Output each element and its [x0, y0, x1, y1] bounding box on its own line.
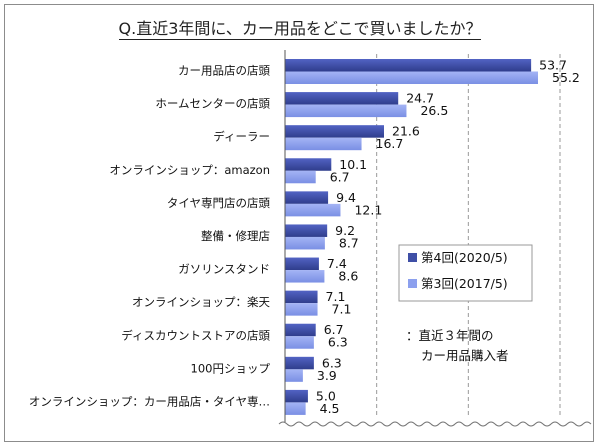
- value-label: 7.1: [326, 289, 346, 304]
- axes: [278, 50, 592, 427]
- legend-swatch: [408, 279, 417, 288]
- bar: [285, 356, 314, 370]
- legend-label: 第3回(2017/5): [421, 276, 508, 291]
- category-label: 整備・修理店: [201, 229, 270, 243]
- bar: [285, 170, 316, 184]
- value-labels: 53.755.224.726.521.616.710.16.79.412.19.…: [316, 58, 580, 416]
- bar: [285, 224, 328, 237]
- value-label: 3.9: [317, 368, 337, 383]
- value-label: 26.5: [420, 103, 448, 118]
- value-label: 9.4: [336, 190, 356, 205]
- value-label: 24.7: [406, 91, 434, 106]
- bar: [285, 104, 407, 118]
- note-line: カー用品購入者: [421, 348, 509, 363]
- value-label: 8.6: [338, 269, 358, 284]
- bar: [285, 71, 538, 84]
- bar: [285, 137, 362, 151]
- category-label: オンラインショップ：カー用品店・タイヤ専…: [29, 394, 270, 408]
- value-label: 5.0: [316, 388, 336, 403]
- bar: [285, 257, 319, 271]
- bar: [285, 92, 399, 105]
- gridlines: [376, 54, 561, 418]
- category-label: タイヤ専門店の店頭: [167, 196, 271, 210]
- bar: [285, 369, 303, 382]
- bar: [285, 389, 308, 403]
- bar: [285, 290, 318, 304]
- category-label: ディスカウントストアの店頭: [121, 328, 270, 342]
- bar: [285, 59, 532, 72]
- chart-title: Q.直近3年間に、カー用品をどこで買いましたか？: [5, 15, 595, 40]
- category-label: ディーラー: [213, 130, 270, 144]
- bar: [285, 402, 306, 415]
- value-label: 10.1: [339, 157, 367, 172]
- legend-label: 第4回(2020/5): [421, 250, 508, 265]
- value-label: 21.6: [392, 124, 420, 139]
- value-label: 4.5: [320, 401, 340, 416]
- bar: [285, 158, 332, 171]
- value-label: 9.2: [335, 223, 355, 238]
- bars: [285, 59, 538, 415]
- category-label: オンラインショップ：楽天: [132, 295, 270, 309]
- bar: [285, 125, 384, 138]
- axis-break: [278, 421, 592, 427]
- value-label: 7.4: [327, 256, 347, 271]
- bar: [285, 191, 329, 204]
- legend-box: [398, 244, 533, 302]
- category-label: オンラインショップ：amazon: [109, 163, 270, 177]
- chart-title-text: Q.直近3年間に、カー用品をどこで買いましたか？: [118, 19, 482, 40]
- legend: 第4回(2020/5) 第3回(2017/5): [398, 244, 533, 302]
- bar: [285, 336, 314, 349]
- value-label: 6.7: [324, 322, 344, 337]
- value-label: 6.3: [322, 355, 342, 370]
- category-label: 100円ショップ: [191, 361, 271, 375]
- category-label: カー用品店の店頭: [178, 64, 270, 78]
- value-label: 16.7: [376, 136, 404, 151]
- bar: [285, 270, 325, 283]
- value-label: 53.7: [539, 58, 567, 73]
- note-line: ：直近３年間の: [406, 328, 494, 343]
- value-label: 8.7: [339, 235, 359, 250]
- bar: [285, 236, 325, 250]
- bar: [285, 323, 316, 337]
- value-label: 6.7: [330, 169, 350, 184]
- bar: [285, 303, 318, 316]
- value-label: 12.1: [354, 202, 382, 217]
- value-label: 6.3: [328, 335, 348, 350]
- value-label: 55.2: [552, 70, 580, 85]
- category-label: ホームセンターの店頭: [155, 97, 270, 111]
- bar: [285, 203, 341, 217]
- value-label: 7.1: [332, 302, 352, 317]
- legend-swatch: [408, 253, 417, 262]
- category-label: ガソリンスタンド: [178, 262, 270, 276]
